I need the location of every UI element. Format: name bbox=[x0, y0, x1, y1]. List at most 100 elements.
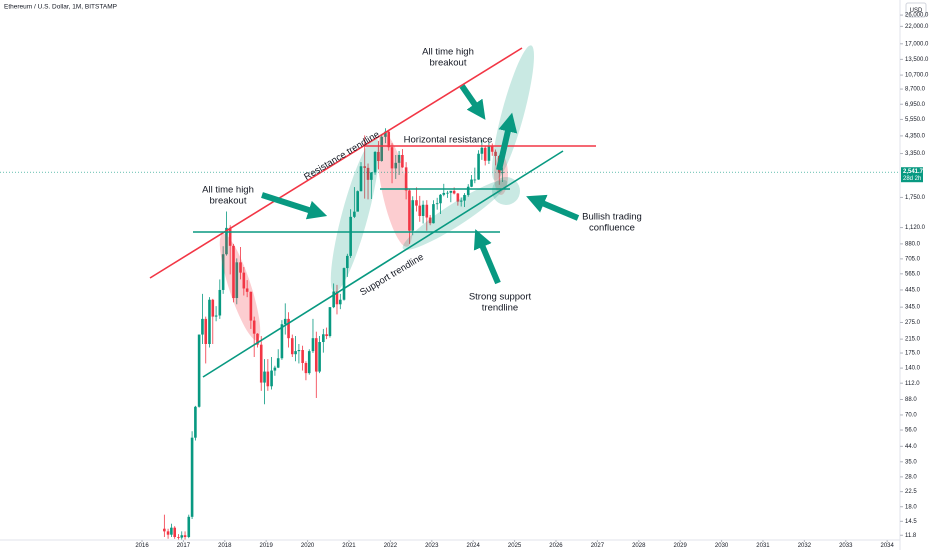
x-tick-label: 2033 bbox=[839, 543, 853, 549]
x-tick-label: 2034 bbox=[880, 543, 894, 549]
annotation: Strong support bbox=[469, 292, 532, 303]
candle-body bbox=[501, 172, 504, 174]
y-tick-label: 14.5 bbox=[905, 519, 917, 525]
y-tick-label: 8,700.0 bbox=[905, 87, 926, 93]
candle-body bbox=[311, 338, 315, 352]
candle-body bbox=[263, 371, 266, 383]
candle-body bbox=[418, 205, 422, 216]
teal-ellipse bbox=[330, 137, 380, 293]
teal-circle bbox=[492, 177, 520, 205]
y-tick-label: 88.0 bbox=[905, 397, 917, 403]
candle-body bbox=[477, 153, 480, 180]
candle-body bbox=[470, 179, 473, 187]
y-tick-label: 175.0 bbox=[905, 351, 921, 357]
candle-body bbox=[394, 162, 398, 169]
pink-ellipse bbox=[377, 133, 413, 247]
candle-body bbox=[242, 272, 246, 289]
candle-body bbox=[204, 318, 208, 345]
candle-body bbox=[245, 288, 249, 292]
teal-ellipse bbox=[491, 45, 535, 181]
candle-body bbox=[221, 254, 225, 290]
candle-body bbox=[401, 154, 404, 168]
candle-body bbox=[273, 367, 277, 371]
candle-body bbox=[301, 350, 304, 363]
candle-body bbox=[280, 324, 284, 359]
candle-body bbox=[463, 194, 466, 201]
candle-body bbox=[346, 255, 349, 269]
annotation: breakout bbox=[430, 58, 467, 69]
annotation: All time high bbox=[202, 185, 254, 196]
candle-body bbox=[415, 200, 418, 206]
y-tick-label: 70.0 bbox=[905, 413, 917, 419]
candle-body bbox=[342, 268, 346, 300]
x-tick-label: 2021 bbox=[342, 543, 356, 549]
annotation: confluence bbox=[589, 223, 635, 234]
annotation: All time high bbox=[422, 47, 474, 58]
candle-body bbox=[446, 192, 449, 194]
candle-body bbox=[232, 245, 235, 299]
candle-body bbox=[328, 307, 332, 337]
y-tick-label: 345.0 bbox=[905, 305, 921, 311]
y-tick-label: 5,550.0 bbox=[905, 117, 926, 123]
candle-body bbox=[435, 203, 439, 205]
candle-body bbox=[322, 334, 325, 343]
currency-box bbox=[905, 2, 927, 18]
candle-body bbox=[287, 318, 290, 339]
candle-body bbox=[304, 362, 308, 374]
candle-body bbox=[325, 334, 328, 337]
y-tick-label: 1,750.0 bbox=[905, 195, 926, 201]
x-tick-label: 2029 bbox=[673, 543, 687, 549]
y-tick-label: 18.0 bbox=[905, 504, 917, 510]
candle-body bbox=[249, 291, 253, 321]
candle-body bbox=[256, 333, 259, 345]
candle-body bbox=[307, 351, 311, 374]
y-tick-label: 880.0 bbox=[905, 241, 921, 247]
y-tick-label: 4,350.0 bbox=[905, 133, 926, 139]
candle-body bbox=[490, 145, 494, 152]
x-tick-label: 2019 bbox=[260, 543, 274, 549]
candle-body bbox=[214, 315, 218, 317]
candle-body bbox=[266, 371, 270, 387]
x-tick-label: 2023 bbox=[425, 543, 439, 549]
candle-body bbox=[239, 262, 242, 273]
candle-body bbox=[359, 166, 363, 192]
candle-body bbox=[428, 217, 432, 224]
y-tick-label: 17,000.0 bbox=[905, 41, 929, 47]
y-tick-label: 11.8 bbox=[905, 533, 917, 539]
y-tick-label: 140.0 bbox=[905, 366, 921, 372]
candle-body bbox=[180, 535, 184, 538]
candle-body bbox=[187, 516, 191, 537]
arrow bbox=[261, 192, 328, 220]
annotation: trendline bbox=[482, 303, 518, 314]
candle-body bbox=[166, 531, 170, 535]
pink-ellipse bbox=[219, 233, 261, 341]
y-tick-label: 28.0 bbox=[905, 474, 917, 480]
x-tick-label: 2020 bbox=[301, 543, 315, 549]
y-tick-label: 1,120.0 bbox=[905, 225, 926, 231]
x-tick-label: 2022 bbox=[384, 543, 398, 549]
candle-body bbox=[390, 147, 394, 169]
candle-body bbox=[353, 211, 356, 217]
candle-body bbox=[411, 200, 415, 231]
candle-body bbox=[483, 147, 487, 161]
candle-body bbox=[363, 166, 367, 168]
x-tick-label: 2031 bbox=[756, 543, 770, 549]
candle-body bbox=[384, 131, 387, 137]
arrow bbox=[496, 112, 518, 171]
candle-body bbox=[294, 351, 297, 355]
y-tick-label: 44.0 bbox=[905, 444, 917, 450]
x-tick-label: 2027 bbox=[591, 543, 605, 549]
currency: USD bbox=[910, 8, 923, 14]
candle-body bbox=[208, 299, 211, 345]
x-tick-label: 2017 bbox=[177, 543, 191, 549]
annotation: Bullish trading bbox=[582, 212, 642, 223]
arrow bbox=[526, 194, 580, 221]
candle-body bbox=[228, 227, 232, 246]
candle-body bbox=[211, 299, 215, 317]
candle-body bbox=[373, 151, 377, 173]
candle-body bbox=[494, 151, 497, 157]
candle-body bbox=[170, 527, 173, 535]
candle-body bbox=[177, 536, 180, 538]
candle-body bbox=[297, 350, 301, 352]
candle-body bbox=[442, 192, 446, 195]
